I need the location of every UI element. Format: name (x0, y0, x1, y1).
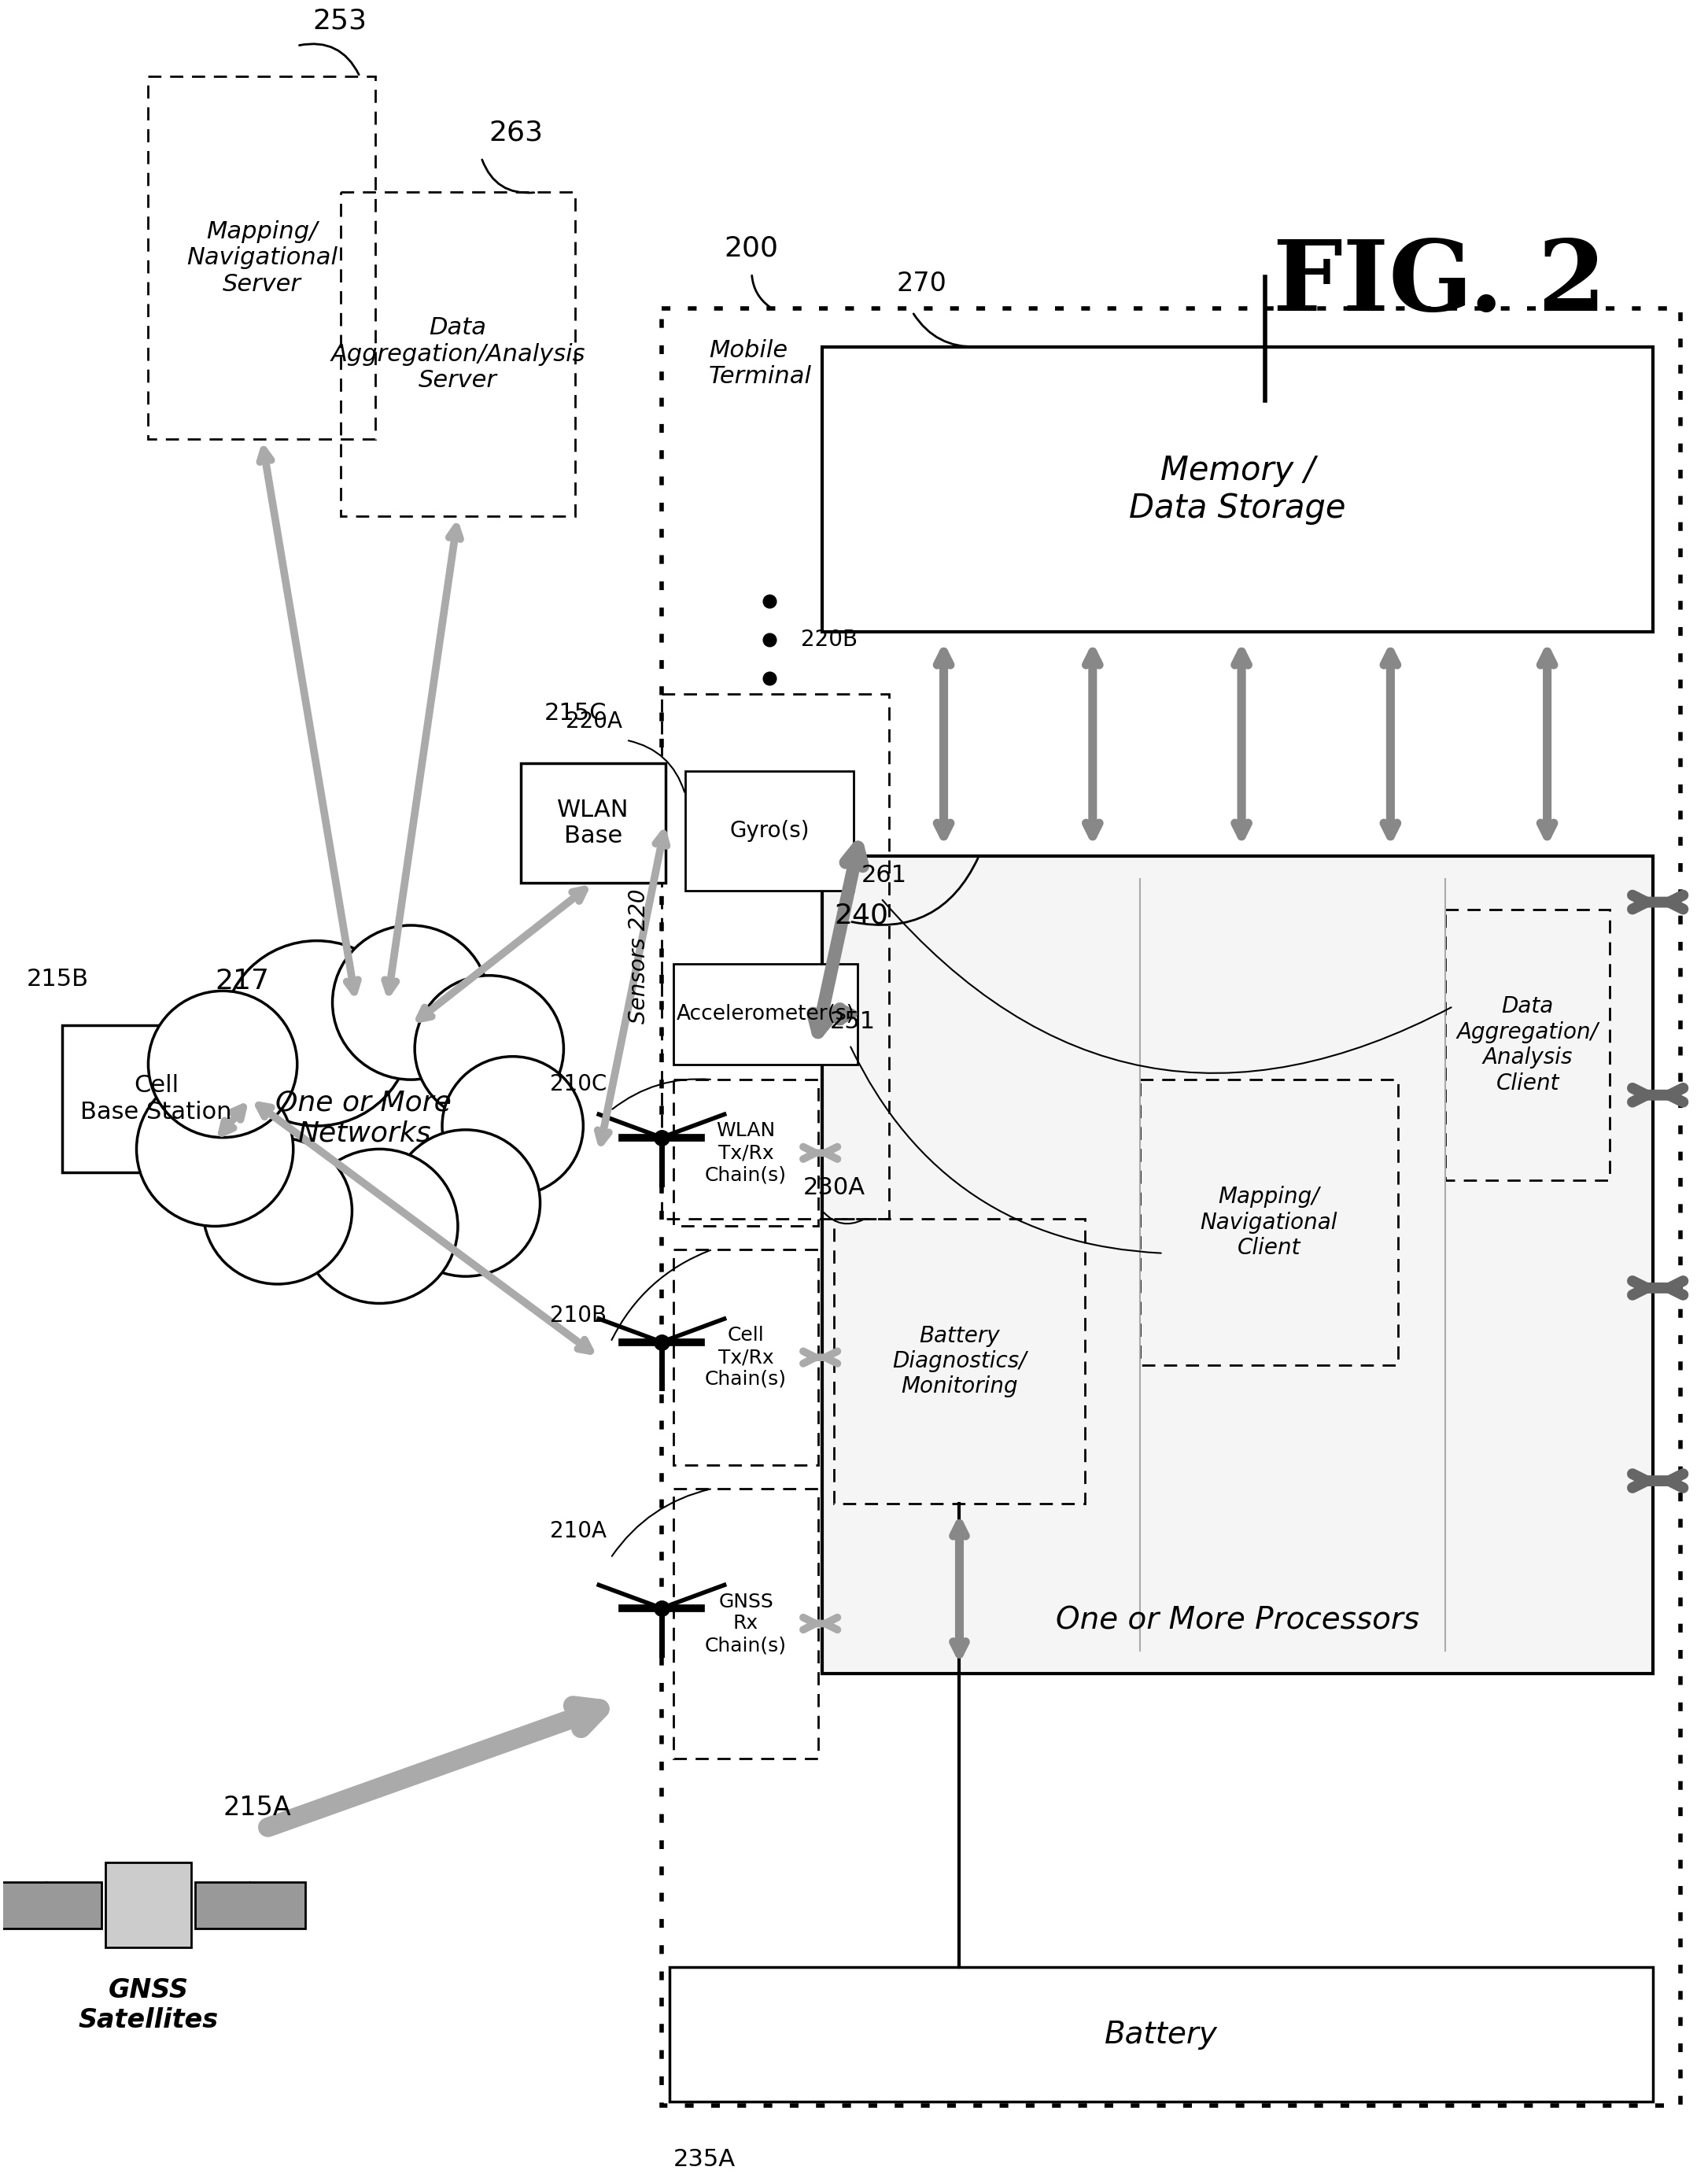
Text: 220B: 220B (801, 628, 857, 650)
Bar (673, 963, 857, 1065)
Text: 235A: 235A (673, 2148, 736, 2172)
Bar (822, 857, 1653, 1674)
Bar (149, 76, 376, 439)
Bar (1139, 1080, 1399, 1365)
Bar (822, 346, 1653, 633)
Text: WLAN
Tx/Rx
Chain(s): WLAN Tx/Rx Chain(s) (705, 1122, 787, 1185)
Circle shape (391, 1130, 540, 1276)
Bar (1445, 911, 1611, 1180)
Circle shape (415, 976, 564, 1122)
Text: One or More Processors: One or More Processors (1056, 1604, 1419, 1635)
Circle shape (149, 991, 297, 1137)
Text: 230A: 230A (803, 1176, 864, 1200)
Text: FIG. 2: FIG. 2 (1272, 237, 1606, 330)
Text: 261: 261 (861, 863, 907, 887)
Text: Data
Aggregation/
Analysis
Client: Data Aggregation/ Analysis Client (1457, 996, 1599, 1094)
Text: Battery
Diagnostics/
Monitoring: Battery Diagnostics/ Monitoring (892, 1324, 1027, 1398)
Text: Memory /
Data Storage: Memory / Data Storage (1129, 454, 1346, 526)
Bar (521, 763, 666, 883)
Text: Cell
Tx/Rx
Chain(s): Cell Tx/Rx Chain(s) (705, 1326, 787, 1389)
Circle shape (333, 926, 488, 1080)
Text: 215C: 215C (545, 702, 606, 724)
Text: Data
Aggregation/Analysis
Server: Data Aggregation/Analysis Server (331, 317, 586, 391)
Bar (673, 1489, 818, 1759)
Text: 220A: 220A (565, 711, 622, 733)
Text: Battery: Battery (1105, 2020, 1218, 2050)
Text: 217: 217 (215, 967, 270, 996)
Text: Mapping/
Navigational
Client: Mapping/ Navigational Client (1201, 1185, 1337, 1259)
Text: 253: 253 (313, 7, 367, 35)
Bar (61, 1026, 249, 1172)
Text: Cell
Base Station: Cell Base Station (80, 1074, 232, 1124)
Text: WLAN
Base: WLAN Base (557, 798, 629, 848)
Text: 210B: 210B (550, 1304, 606, 1326)
Text: Sensors 220: Sensors 220 (629, 889, 649, 1024)
Bar (673, 1080, 818, 1226)
Bar (340, 191, 576, 517)
Text: 210A: 210A (550, 1520, 606, 1544)
Circle shape (301, 1150, 458, 1304)
Text: GNSS
Satellites: GNSS Satellites (79, 1978, 219, 2033)
Text: 215B: 215B (27, 967, 89, 991)
Bar (661, 694, 888, 1217)
Bar (834, 1217, 1085, 1504)
Text: GNSS
Rx
Chain(s): GNSS Rx Chain(s) (705, 1591, 787, 1654)
Bar (106, 1863, 191, 1948)
Bar (0, 1883, 101, 1928)
Bar (685, 772, 854, 891)
Text: 263: 263 (488, 120, 543, 146)
Text: Accelerometer(s): Accelerometer(s) (676, 1004, 854, 1024)
Text: 215A: 215A (222, 1794, 290, 1820)
Text: One or More
Networks: One or More Networks (275, 1089, 453, 1148)
Text: 200: 200 (724, 235, 779, 261)
Bar (673, 1250, 818, 1465)
Text: 270: 270 (897, 270, 946, 296)
Text: Mobile
Terminal: Mobile Terminal (709, 339, 811, 389)
Circle shape (137, 1072, 294, 1226)
Text: 240: 240 (834, 902, 888, 928)
Text: 210C: 210C (550, 1074, 606, 1096)
Text: 251: 251 (830, 1011, 876, 1033)
Bar (195, 1883, 306, 1928)
Circle shape (203, 1137, 352, 1285)
Circle shape (222, 941, 412, 1126)
Text: Gyro(s): Gyro(s) (729, 820, 810, 841)
Text: Mapping/
Navigational
Server: Mapping/ Navigational Server (186, 220, 338, 296)
Bar (670, 1967, 1653, 2102)
Bar (661, 309, 1681, 2107)
Circle shape (442, 1057, 582, 1196)
